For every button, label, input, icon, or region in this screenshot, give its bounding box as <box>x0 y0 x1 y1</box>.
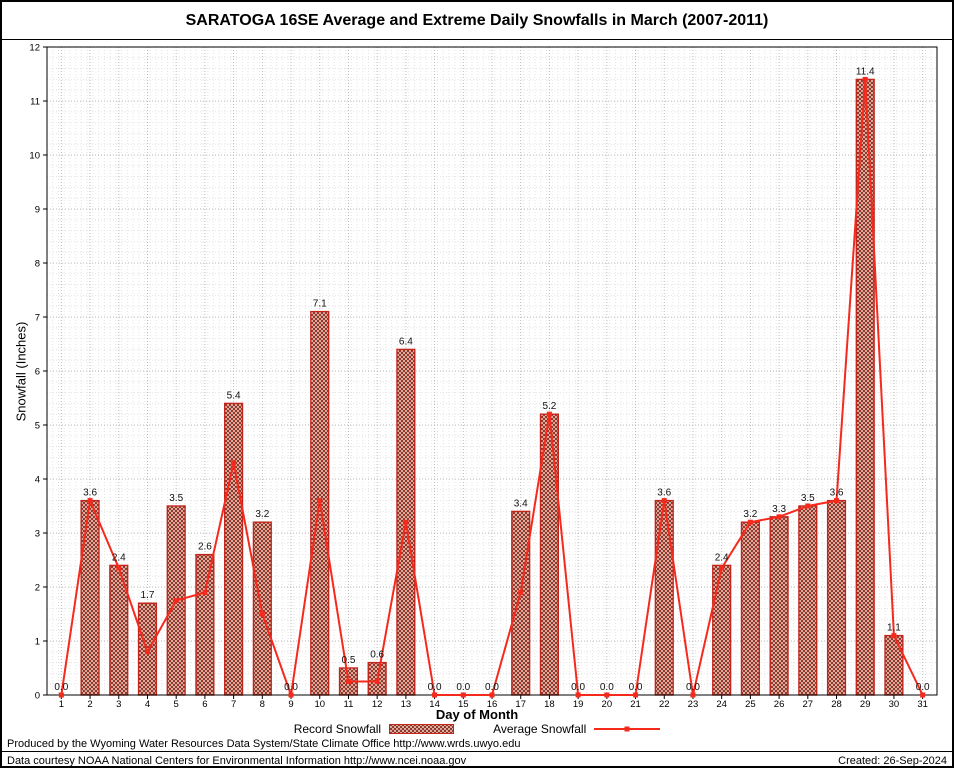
legend-average-label: Average Snowfall <box>493 722 587 736</box>
svg-text:0: 0 <box>35 691 40 702</box>
svg-text:2.4: 2.4 <box>715 552 729 563</box>
svg-text:5: 5 <box>35 421 40 432</box>
svg-text:6.4: 6.4 <box>399 336 413 347</box>
svg-text:13: 13 <box>401 699 412 710</box>
bar-value-labels: 0.0 3.6 2.4 1.7 3.5 2.6 5.4 3.2 0.0 7.1 0.5 0.6 6.4 0… <box>54 66 930 693</box>
svg-text:25: 25 <box>745 699 756 710</box>
svg-text:1: 1 <box>35 637 40 648</box>
svg-text:0.0: 0.0 <box>54 682 68 693</box>
svg-text:11: 11 <box>344 699 354 710</box>
svg-text:3.6: 3.6 <box>830 488 844 499</box>
svg-text:0.0: 0.0 <box>571 682 585 693</box>
svg-text:20: 20 <box>602 699 613 710</box>
svg-text:31: 31 <box>917 699 928 710</box>
footer-produced-by: Produced by the Wyoming Water Resources … <box>7 738 521 750</box>
svg-text:28: 28 <box>831 699 842 710</box>
svg-text:2.6: 2.6 <box>198 542 212 553</box>
svg-text:4: 4 <box>35 475 40 486</box>
svg-text:3: 3 <box>116 699 121 710</box>
svg-text:0.0: 0.0 <box>485 682 499 693</box>
record-snowfall-swatch <box>389 724 455 734</box>
average-snowfall-line <box>58 76 926 698</box>
svg-text:7: 7 <box>231 699 236 710</box>
snowfall-plot: 1 2 3 4 5 6 7 8 9 10 11 12 13 14 15 16 17 18 19 20 21 22 23 24 2… <box>29 43 938 710</box>
svg-text:9: 9 <box>288 699 293 710</box>
svg-text:3.2: 3.2 <box>743 509 757 520</box>
svg-text:0.0: 0.0 <box>686 682 700 693</box>
svg-text:22: 22 <box>659 699 670 710</box>
svg-text:5.2: 5.2 <box>542 401 556 412</box>
svg-text:7: 7 <box>35 313 40 324</box>
svg-text:27: 27 <box>803 699 814 710</box>
svg-text:1: 1 <box>59 699 64 710</box>
svg-text:5: 5 <box>174 699 179 710</box>
svg-text:3.6: 3.6 <box>83 488 97 499</box>
svg-text:14: 14 <box>429 699 440 710</box>
svg-text:9: 9 <box>35 205 40 216</box>
svg-text:15: 15 <box>458 699 469 710</box>
svg-text:6: 6 <box>202 699 207 710</box>
svg-text:6: 6 <box>35 367 40 378</box>
svg-text:16: 16 <box>487 699 498 710</box>
svg-text:4: 4 <box>145 699 150 710</box>
svg-text:10: 10 <box>29 151 40 162</box>
svg-text:3.6: 3.6 <box>657 488 671 499</box>
footer-data-courtesy: Data courtesy NOAA National Centers for … <box>7 755 467 767</box>
average-snowfall-swatch <box>594 726 661 732</box>
legend: Record Snowfall Average Snowfall <box>2 722 952 736</box>
svg-text:12: 12 <box>29 43 40 54</box>
svg-text:8: 8 <box>35 259 40 270</box>
svg-text:2: 2 <box>35 583 40 594</box>
svg-text:11: 11 <box>30 97 40 108</box>
svg-text:0.0: 0.0 <box>629 682 643 693</box>
svg-text:0.0: 0.0 <box>284 682 298 693</box>
svg-text:29: 29 <box>860 699 871 710</box>
svg-text:30: 30 <box>889 699 900 710</box>
svg-text:17: 17 <box>515 699 526 710</box>
svg-text:26: 26 <box>774 699 785 710</box>
svg-text:3.4: 3.4 <box>514 498 528 509</box>
svg-text:10: 10 <box>314 699 325 710</box>
svg-text:0.0: 0.0 <box>916 682 930 693</box>
chart-title: SARATOGA 16SE Average and Extreme Daily … <box>185 11 769 29</box>
svg-text:5.4: 5.4 <box>227 390 241 401</box>
svg-text:7.1: 7.1 <box>313 299 327 310</box>
svg-text:3.5: 3.5 <box>169 493 183 504</box>
svg-text:19: 19 <box>573 699 584 710</box>
svg-text:3: 3 <box>35 529 40 540</box>
title-strip: SARATOGA 16SE Average and Extreme Daily … <box>2 2 952 40</box>
svg-text:12: 12 <box>372 699 383 710</box>
svg-text:1.7: 1.7 <box>141 590 155 601</box>
svg-text:0.0: 0.0 <box>428 682 442 693</box>
svg-text:1.1: 1.1 <box>887 623 901 634</box>
record-snowfall-bars <box>80 78 904 696</box>
y-axis-label: Snowfall (Inches) <box>13 321 29 422</box>
svg-text:2.4: 2.4 <box>112 552 126 563</box>
svg-text:0.5: 0.5 <box>341 655 355 666</box>
svg-text:8: 8 <box>260 699 265 710</box>
svg-text:0.6: 0.6 <box>370 650 384 661</box>
footer-created-date: Created: 26-Sep-2024 <box>838 755 947 767</box>
svg-text:21: 21 <box>630 699 641 710</box>
x-axis-label: Day of Month <box>435 707 519 722</box>
svg-text:23: 23 <box>688 699 699 710</box>
footer-strip: Data courtesy NOAA National Centers for … <box>2 751 952 767</box>
svg-text:18: 18 <box>544 699 555 710</box>
svg-text:24: 24 <box>716 699 727 710</box>
svg-text:2: 2 <box>87 699 92 710</box>
svg-text:0.0: 0.0 <box>600 682 614 693</box>
svg-text:0.0: 0.0 <box>456 682 470 693</box>
svg-text:3.3: 3.3 <box>772 504 786 515</box>
svg-text:3.5: 3.5 <box>801 493 815 504</box>
legend-record-label: Record Snowfall <box>293 722 382 736</box>
svg-text:3.2: 3.2 <box>255 509 269 520</box>
svg-text:11.4: 11.4 <box>856 66 875 77</box>
